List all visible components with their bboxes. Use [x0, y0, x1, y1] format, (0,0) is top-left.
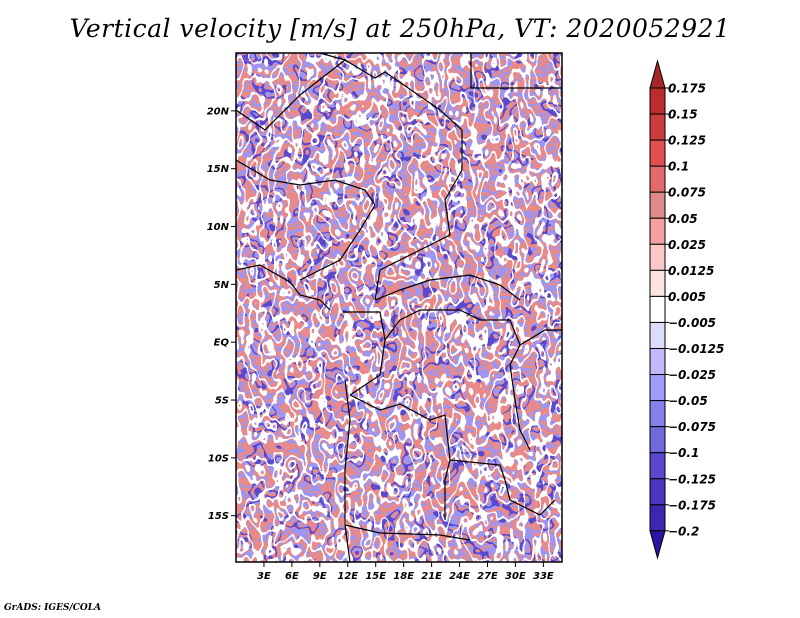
- x-tick-label: 30E: [505, 571, 526, 582]
- colorbar-label: −0.05: [668, 394, 708, 408]
- border-egypt-sudan: [470, 53, 562, 89]
- colorbar-segment: [649, 400, 666, 428]
- border-angola-zambia: [444, 459, 451, 520]
- colorbar-segment: [649, 217, 666, 245]
- velocity-field: [236, 53, 562, 562]
- colorbar-segment: [649, 269, 666, 297]
- colorbar-label: 0.1: [668, 160, 689, 174]
- colorbar-segment: [649, 504, 666, 532]
- y-tick-label: 5N: [214, 280, 230, 291]
- field-neutral-layer: [236, 53, 562, 562]
- colorbar-label: 0.075: [668, 186, 706, 200]
- border-drc-west: [384, 309, 510, 341]
- colorbar-segment: [649, 165, 666, 193]
- colorbar-segment: [649, 374, 666, 402]
- border-angola-namibia: [344, 524, 471, 541]
- x-tick-label: 12E: [337, 571, 358, 582]
- border-car: [374, 274, 521, 301]
- border-drc-angola: [349, 394, 506, 481]
- colorbar-segment: [649, 87, 666, 115]
- colorbar-segment: [649, 321, 666, 350]
- x-tick-label: 15E: [365, 571, 386, 582]
- colorbar-label: −0.005: [668, 316, 716, 330]
- colorbar-label: −0.075: [668, 420, 716, 434]
- colorbar-segment: [649, 478, 666, 506]
- y-tick-label: 20N: [207, 106, 230, 117]
- x-tick-label: 21E: [421, 571, 442, 582]
- border-zambia-east: [504, 479, 556, 516]
- border-coast-gulf-guinea: [236, 264, 331, 311]
- colorbar-segment: [649, 426, 666, 454]
- colorbar-label: 0.125: [668, 134, 706, 148]
- colorbar-segment: [649, 295, 666, 323]
- y-tick-label: EQ: [214, 338, 230, 349]
- colorbar-label: 0.005: [668, 290, 706, 304]
- colorbar-segment: [649, 452, 666, 480]
- y-tick-label: 15S: [208, 511, 229, 522]
- colorbar-label: 0.05: [668, 212, 698, 226]
- colorbar-label: −0.025: [668, 368, 716, 382]
- colorbar-segment: [649, 348, 666, 376]
- colorbar-label: 0.025: [668, 238, 706, 252]
- colorbar-max-arrow: [649, 59, 666, 89]
- x-axis: 3E 6E 9E 12E 15E 18E 21E 24E 27E 30E 33E: [257, 562, 554, 582]
- colorbar-label: −0.1: [668, 446, 699, 460]
- colorbar-label: −0.2: [668, 524, 699, 538]
- colorbar-label: −0.125: [668, 472, 716, 486]
- x-tick-label: 6E: [285, 571, 299, 582]
- colorbar-segment: [649, 191, 666, 219]
- grads-credit: GrADS: IGES/COLA: [4, 603, 102, 613]
- border-chad-sudan: [374, 169, 463, 301]
- border-nigeria-cameroon: [299, 204, 376, 281]
- colorbar-segment: [649, 139, 666, 167]
- colorbar-label: 0.175: [668, 82, 706, 96]
- colorbar-segment: [649, 113, 666, 141]
- colorbar: 0.175 0.15 0.125 0.1 0.075 0.05 0.025 0.0125 0.0…: [649, 59, 724, 560]
- x-tick-label: 3E: [257, 571, 271, 582]
- y-tick-label: 10N: [207, 222, 230, 233]
- x-tick-label: 24E: [449, 571, 470, 582]
- border-east-africa: [519, 329, 562, 346]
- border-niger-nigeria: [236, 159, 376, 206]
- y-tick-label: 10S: [208, 453, 229, 464]
- y-axis: 20N 15N 10N 5N EQ 5S 10S 15S: [207, 106, 236, 522]
- border-great-lakes: [509, 319, 531, 451]
- border-libya-chad: [344, 59, 463, 170]
- border-libya-niger: [236, 53, 347, 131]
- chart-title: Vertical velocity [m/s] at 250hPa, VT: 2…: [69, 14, 731, 43]
- colorbar-segment: [649, 243, 666, 271]
- map-frame: [235, 52, 563, 563]
- y-tick-label: 5S: [215, 396, 229, 407]
- colorbar-label: −0.175: [668, 498, 716, 512]
- x-tick-label: 18E: [393, 571, 414, 582]
- colorbar-label: 0.0125: [668, 264, 714, 278]
- border-coast-west: [344, 379, 351, 562]
- x-tick-label: 33E: [533, 571, 554, 582]
- x-tick-label: 27E: [477, 571, 498, 582]
- y-tick-label: 15N: [207, 164, 230, 175]
- colorbar-label: 0.15: [668, 108, 698, 122]
- colorbar-min-arrow: [649, 530, 666, 560]
- colorbar-label: −0.0125: [668, 342, 724, 356]
- country-borders: [236, 53, 562, 562]
- x-tick-label: 9E: [313, 571, 327, 582]
